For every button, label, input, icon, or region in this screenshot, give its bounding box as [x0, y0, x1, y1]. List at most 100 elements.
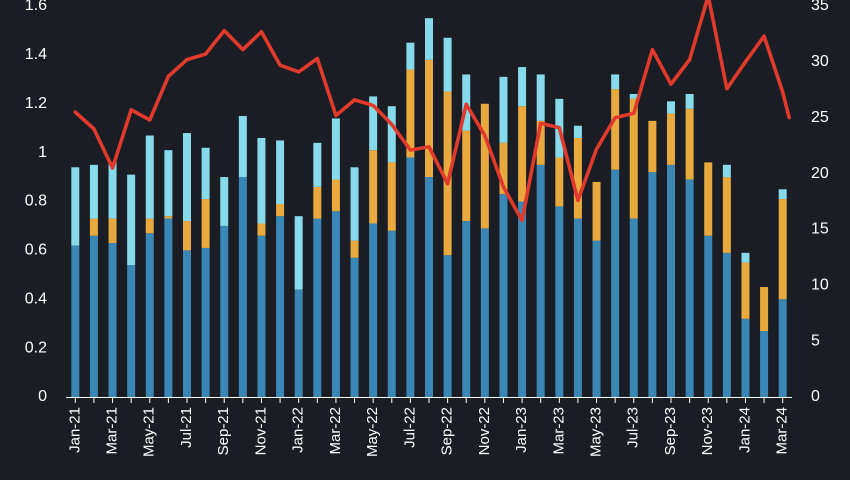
- bar-1-Jan-22: [294, 289, 303, 397]
- bar-2-Jul-21: [183, 221, 191, 251]
- bar-1-Dec-22: [499, 194, 508, 397]
- bar-3-Dec-21: [276, 140, 285, 204]
- bar-1-Apr-22: [350, 257, 359, 397]
- x-tick-label: Mar-21: [104, 407, 121, 455]
- bar-3-May-21: [145, 135, 154, 219]
- bar-3-Nov-21: [257, 137, 266, 224]
- y-tick-left-label: 1: [38, 144, 47, 161]
- bar-1-May-22: [369, 223, 378, 397]
- bar-3-Mar-21: [108, 162, 117, 219]
- bar-2-Aug-23: [648, 120, 657, 173]
- bar-3-Aug-21: [201, 147, 210, 200]
- bar-3-Sep-21: [220, 177, 229, 226]
- y-tick-right-label: 5: [811, 332, 820, 349]
- bar-2-Jun-21: [164, 216, 173, 219]
- bar-2-Mar-22: [331, 179, 340, 212]
- bar-3-Feb-23: [536, 74, 545, 121]
- bar-1-Sep-22: [443, 255, 452, 397]
- bar-2-Sep-23: [667, 113, 675, 165]
- x-tick-label: Nov-23: [699, 407, 716, 455]
- x-tick-label: May-22: [364, 407, 381, 457]
- bar-2-Nov-21: [257, 223, 266, 236]
- bar-3-Jul-23: [629, 93, 638, 99]
- x-tick-label: Nov-21: [252, 407, 269, 455]
- bar-1-Jun-22: [387, 230, 396, 397]
- bar-3-Dec-23: [722, 164, 731, 178]
- bar-2-Mar-24: [778, 199, 787, 300]
- bar-2-Oct-22: [462, 130, 471, 222]
- bar-1-Aug-23: [648, 172, 657, 397]
- bar-1-Nov-22: [480, 228, 489, 397]
- bar-2-Jul-22: [406, 69, 415, 158]
- bar-1-Dec-21: [276, 216, 285, 397]
- axis-layer: 0 0.2 0.4 0.6 0.8 1 1.2 1.4 1.6 0 5 10 15 20 25 30 35 Jan…: [25, 0, 829, 457]
- x-tick-label: Sep-23: [662, 407, 679, 455]
- bar-2-Aug-21: [201, 199, 210, 248]
- bar-3-Apr-21: [127, 174, 136, 266]
- bar-2-May-22: [369, 150, 378, 224]
- bar-1-Feb-21: [89, 235, 98, 397]
- bar-1-Mar-24: [778, 299, 787, 397]
- bar-3-Jan-22: [294, 216, 303, 290]
- bar-2-Sep-22: [443, 91, 452, 256]
- y-tick-left-label: 0.8: [25, 193, 47, 210]
- bar-2-Nov-23: [704, 162, 713, 236]
- bar-3-Oct-21: [238, 115, 247, 178]
- bar-2-Feb-24: [760, 287, 769, 332]
- y-tick-right-label: 0: [811, 388, 820, 405]
- bar-1-Sep-23: [667, 164, 675, 397]
- bar-1-Mar-23: [555, 206, 564, 397]
- bar-2-Feb-22: [313, 186, 322, 219]
- x-tick-label: Mar-22: [327, 407, 344, 455]
- bar-1-Oct-21: [238, 177, 247, 397]
- bar-2-May-21: [145, 218, 154, 234]
- bar-1-Mar-22: [331, 211, 340, 397]
- bar-1-May-21: [145, 233, 154, 397]
- line-layer: [73, 0, 792, 223]
- bar-2-Jun-23: [611, 89, 620, 170]
- bar-2-Mar-23: [555, 157, 564, 207]
- bar-1-May-23: [592, 240, 601, 397]
- bar-3-Jul-21: [183, 133, 191, 222]
- y-tick-left-label: 0: [38, 388, 47, 405]
- bar-1-Jul-21: [183, 250, 191, 397]
- bar-3-Mar-24: [778, 189, 787, 200]
- bar-3-Apr-23: [573, 125, 582, 138]
- y-tick-right-label: 10: [811, 277, 829, 294]
- bar-2-Nov-22: [480, 103, 489, 229]
- bar-3-Oct-23: [685, 93, 694, 109]
- bar-2-Jan-24: [741, 262, 750, 319]
- bar-3-Jun-23: [611, 74, 620, 90]
- x-tick-label: Jan-21: [66, 407, 83, 453]
- y-tick-left-label: 0.4: [25, 290, 47, 307]
- x-tick-label: Jul-23: [625, 407, 642, 448]
- line-series-4: [73, 0, 792, 223]
- bar-1-Apr-21: [127, 265, 136, 397]
- y-tick-left-label: 1.6: [25, 0, 47, 14]
- y-tick-right-label: 35: [811, 0, 829, 14]
- bar-3-Jun-21: [164, 150, 173, 217]
- bar-2-Jan-23: [518, 106, 527, 202]
- bar-1-Jul-22: [406, 157, 415, 397]
- bar-1-Jan-21: [71, 245, 80, 397]
- bar-2-Dec-21: [276, 203, 285, 217]
- bar-3-Feb-22: [313, 142, 322, 187]
- x-tick-label: Jul-22: [401, 407, 418, 448]
- bar-1-Oct-23: [685, 179, 694, 397]
- x-tick-label: Mar-23: [550, 407, 567, 455]
- bar-2-Jul-23: [629, 98, 638, 219]
- bar-3-May-22: [369, 96, 378, 151]
- bar-1-Sep-21: [220, 225, 229, 397]
- bar-3-Jan-24: [741, 252, 750, 263]
- y-tick-right-label: 15: [811, 221, 829, 238]
- bar-3-Jan-23: [518, 67, 527, 107]
- bar-2-Mar-21: [108, 218, 117, 244]
- bar-1-Jul-23: [629, 218, 638, 397]
- bar-2-Dec-23: [722, 177, 731, 253]
- bar-1-Jan-24: [741, 318, 750, 397]
- bar-1-Jun-21: [164, 218, 173, 397]
- bar-3-Dec-22: [499, 76, 508, 143]
- bar-1-Jun-23: [611, 169, 620, 397]
- x-tick-label: Sep-21: [215, 407, 232, 455]
